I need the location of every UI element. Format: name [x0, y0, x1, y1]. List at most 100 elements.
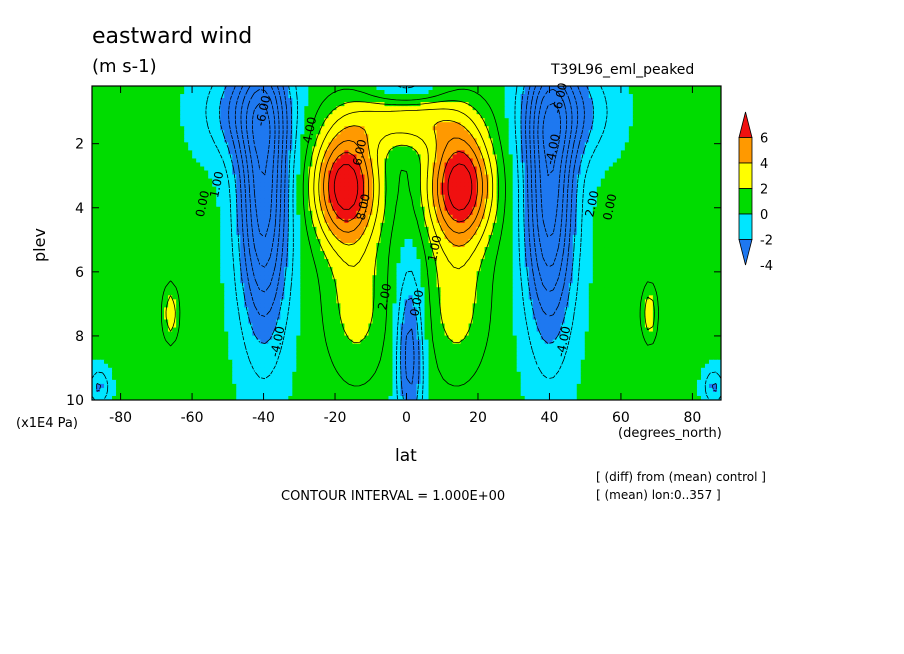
- field-cell: [124, 178, 129, 184]
- field-cell: [304, 166, 309, 172]
- field-cell: [456, 166, 462, 172]
- field-cell: [208, 146, 213, 152]
- field-cell: [568, 114, 574, 119]
- field-cell: [584, 110, 590, 115]
- field-cell: [352, 122, 358, 127]
- field-cell: [248, 102, 253, 107]
- field-cell: [256, 106, 261, 111]
- field-cell: [640, 90, 646, 95]
- field-cell: [220, 118, 225, 123]
- field-cell: [476, 154, 482, 160]
- field-cell: [400, 186, 406, 192]
- field-cell: [356, 142, 362, 147]
- field-cell: [300, 118, 305, 123]
- field-cell: [580, 98, 586, 103]
- field-cell: [660, 134, 666, 139]
- field-cell: [496, 178, 502, 184]
- field-cell: [680, 118, 686, 123]
- field-cell: [412, 86, 418, 91]
- field-cell: [648, 110, 654, 115]
- field-cell: [156, 98, 161, 103]
- field-cell: [220, 150, 225, 156]
- field-cell: [544, 114, 550, 119]
- field-cell: [220, 86, 225, 91]
- field-cell: [264, 122, 269, 127]
- field-cell: [220, 210, 225, 216]
- field-cell: [560, 166, 566, 172]
- field-cell: [680, 126, 686, 131]
- field-cell: [464, 194, 470, 200]
- field-cell: [368, 182, 374, 188]
- field-cell: [416, 110, 422, 115]
- field-cell: [116, 154, 121, 160]
- field-cell: [624, 134, 630, 139]
- field-cell: [272, 102, 277, 107]
- field-cell: [624, 150, 630, 156]
- field-cell: [264, 198, 269, 204]
- field-cell: [272, 130, 277, 135]
- field-cell: [468, 182, 474, 188]
- field-cell: [584, 178, 590, 184]
- field-cell: [236, 134, 241, 139]
- field-cell: [640, 138, 646, 143]
- field-cell: [112, 110, 117, 115]
- field-cell: [280, 206, 285, 212]
- field-cell: [284, 86, 289, 91]
- field-cell: [216, 106, 221, 111]
- field-cell: [672, 206, 678, 212]
- field-cell: [104, 182, 109, 188]
- field-cell: [416, 162, 422, 168]
- field-cell: [144, 94, 149, 99]
- field-cell: [272, 158, 277, 164]
- field-cell: [96, 98, 101, 103]
- field-cell: [388, 86, 394, 91]
- field-cell: [568, 166, 574, 172]
- field-cell: [156, 198, 161, 204]
- field-cell: [664, 122, 670, 127]
- field-cell: [292, 126, 297, 131]
- field-cell: [332, 98, 337, 103]
- field-cell: [688, 186, 694, 192]
- field-cell: [308, 126, 313, 131]
- field-cell: [484, 150, 490, 156]
- field-cell: [464, 198, 470, 204]
- field-cell: [340, 98, 345, 103]
- field-cell: [544, 182, 550, 188]
- field-cell: [216, 206, 221, 212]
- field-cell: [144, 122, 149, 127]
- field-cell: [644, 170, 650, 176]
- field-cell: [444, 94, 450, 99]
- field-cell: [632, 182, 638, 188]
- field-cell: [172, 174, 177, 180]
- field-cell: [312, 126, 317, 131]
- field-cell: [684, 130, 690, 135]
- field-cell: [380, 178, 386, 184]
- field-cell: [144, 90, 149, 95]
- field-cell: [184, 90, 189, 95]
- field-cell: [224, 178, 229, 184]
- field-cell: [272, 182, 277, 188]
- field-cell: [324, 210, 329, 216]
- field-cell: [560, 98, 566, 103]
- field-cell: [592, 110, 598, 115]
- field-cell: [100, 122, 105, 127]
- field-cell: [240, 194, 245, 200]
- field-cell: [552, 142, 558, 147]
- field-cell: [244, 206, 249, 212]
- field-cell: [716, 102, 721, 107]
- field-cell: [348, 98, 354, 103]
- field-cell: [392, 126, 398, 131]
- field-cell: [468, 186, 474, 192]
- field-cell: [300, 146, 305, 152]
- field-cell: [252, 142, 257, 147]
- field-cell: [292, 102, 297, 107]
- field-cell: [308, 174, 313, 180]
- field-cell: [148, 102, 153, 107]
- chart-title: eastward wind: [92, 24, 253, 49]
- field-cell: [272, 190, 277, 196]
- field-cell: [644, 110, 650, 115]
- field-cell: [492, 122, 498, 127]
- field-cell: [344, 114, 350, 119]
- field-cell: [680, 142, 686, 147]
- field-cell: [520, 166, 526, 172]
